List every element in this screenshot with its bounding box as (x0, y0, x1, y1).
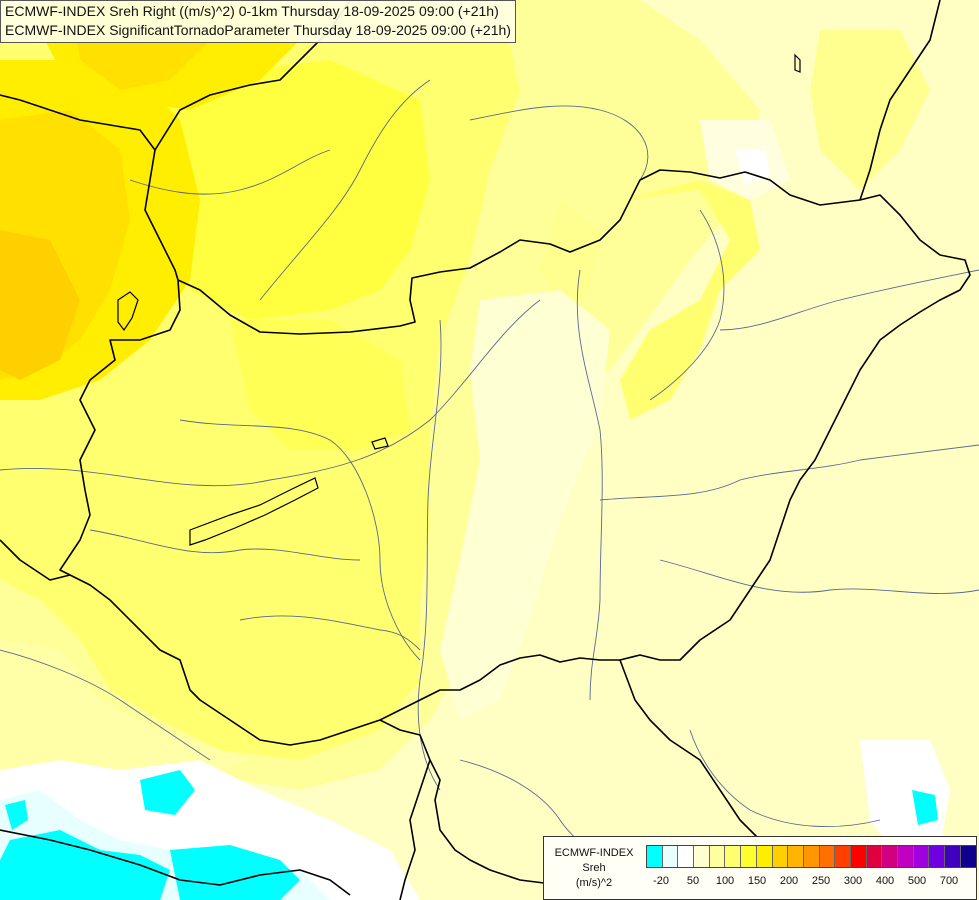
legend-line-3: (m/s)^2 (575, 877, 613, 889)
legend-swatch (960, 846, 977, 867)
legend-tick-label: 150 (747, 875, 767, 887)
legend-line-1: ECMWF-INDEX (554, 847, 634, 859)
legend-swatch (898, 846, 914, 867)
legend-label: ECMWF-INDEX Sreh (m/s)^2 (546, 846, 642, 891)
legend-swatch (945, 846, 961, 867)
legend-swatches (646, 845, 978, 868)
title-line-2: ECMWF-INDEX SignificantTornadoParameter … (5, 22, 511, 38)
legend-swatch (662, 846, 679, 867)
color-legend: ECMWF-INDEX Sreh (m/s)^2 -20 50 100 150 200 2… (543, 836, 978, 900)
legend-tick-label: 50 (686, 875, 700, 887)
legend-swatch (756, 846, 773, 867)
legend-swatch (819, 846, 836, 867)
legend-swatch (741, 846, 757, 867)
legend-swatch (913, 846, 930, 867)
legend-tick-label: -20 (653, 875, 669, 887)
legend-tick-label: 100 (715, 875, 735, 887)
rivers (0, 79, 979, 881)
legend-tick-label: 250 (811, 875, 831, 887)
legend-swatch (647, 846, 663, 867)
legend-tick-label: 200 (779, 875, 799, 887)
legend-swatch (725, 846, 742, 867)
legend-swatch (772, 846, 789, 867)
sreh-field (0, 0, 950, 900)
legend-swatch (803, 846, 820, 867)
legend-swatch (788, 846, 804, 867)
legend-swatch (835, 846, 851, 867)
lake-neusiedl (117, 291, 139, 332)
title-line-1: ECMWF-INDEX Sreh Right ((m/s)^2) 0-1km T… (5, 3, 499, 19)
legend-swatch (694, 846, 710, 867)
legend-swatch (929, 846, 946, 867)
legend-swatch (709, 846, 726, 867)
legend-line-2: Sreh (582, 862, 606, 874)
lake-balaton (189, 477, 319, 546)
map-title-box: ECMWF-INDEX Sreh Right ((m/s)^2) 0-1km T… (0, 0, 516, 43)
legend-swatch (882, 846, 898, 867)
legend-tick-label: 700 (939, 875, 959, 887)
legend-swatch (866, 846, 883, 867)
legend-swatch (678, 846, 695, 867)
legend-swatch (850, 846, 867, 867)
legend-tick-label: 500 (907, 875, 927, 887)
legend-tick-label: 400 (875, 875, 895, 887)
legend-tick-label: 300 (843, 875, 863, 887)
lakes (117, 53, 801, 546)
